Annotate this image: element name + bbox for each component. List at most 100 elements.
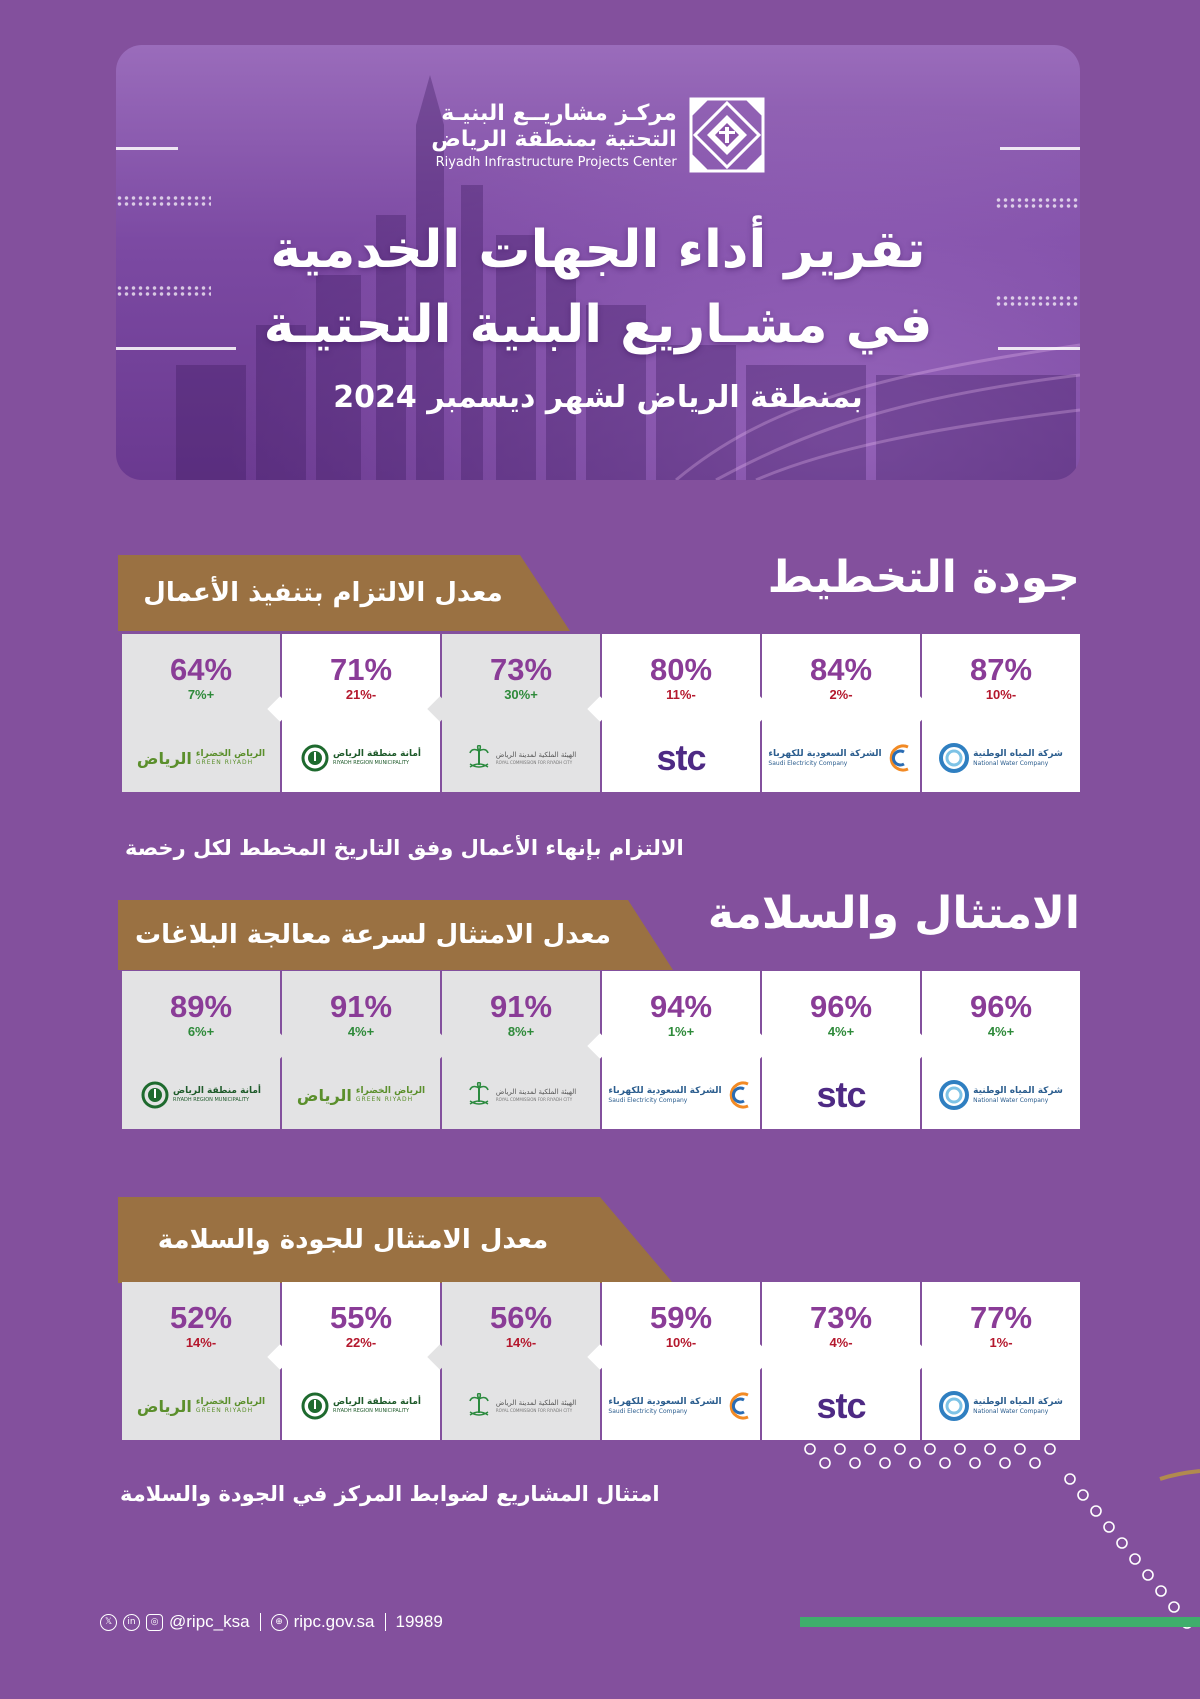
ribbon-commitment: معدل الالتزام بتنفيذ الأعمال	[118, 555, 570, 631]
deco-line	[116, 147, 178, 150]
globe-icon: ⊕	[270, 1613, 288, 1631]
nwc-logo-icon	[939, 1391, 970, 1421]
deco-circle	[1044, 1443, 1056, 1455]
percentage-value: 56%	[489, 1300, 553, 1335]
change-value: +30%	[504, 687, 538, 702]
social-handle[interactable]: @ripc_ksa	[169, 1612, 250, 1631]
change-value: -22%	[345, 1335, 377, 1350]
center-name: مركـز مشاريــع البنيـة التحتية بمنطقة ال…	[431, 101, 676, 170]
entity-card-stc: 73% -4% stc	[762, 1282, 933, 1440]
green-riyadh-text: الرياض الخضراء GREEN RIYADH	[355, 1086, 426, 1103]
deco-circle	[1014, 1443, 1026, 1455]
nwc-logo-text: شركة المياه الوطنية National Water Compan…	[973, 1396, 1063, 1415]
sec-logo-icon	[729, 1392, 749, 1420]
website-link[interactable]: ripc.gov.sa	[293, 1612, 375, 1631]
deco-dots	[995, 197, 1080, 209]
entity-logo: stc	[762, 1074, 920, 1115]
entity-logo: أمانة منطقة الرياض RIYADH REGION MUNICIPA…	[282, 1386, 440, 1426]
divider	[259, 1613, 261, 1631]
entity-card-nwc: 96% +4% شركة المياه الوطنية National Water …	[922, 971, 1080, 1129]
deco-circle	[924, 1443, 936, 1455]
stc-logo: stc	[656, 737, 706, 778]
amana-emblem-icon	[301, 744, 329, 772]
deco-circle	[894, 1443, 906, 1455]
entity-logo: الشركة السعودية للكهرباء Saudi Electricit…	[602, 1075, 760, 1115]
entity-card-sec: 59% -10% الشركة السعودية للكهرباء Saudi Ele…	[602, 1282, 773, 1440]
green-riyadh-text: الرياض الخضراء GREEN RIYADH	[195, 749, 266, 766]
deco-circle	[1155, 1585, 1167, 1597]
percentage-value: 77%	[969, 1300, 1033, 1335]
deco-line	[1000, 147, 1080, 150]
green-riyadh-mark: الرياض	[136, 748, 192, 768]
change-value: -11%	[666, 687, 696, 702]
change-value: -2%	[829, 687, 853, 702]
rcrc-logo-text: الهيئة الملكية لمدينة الرياض ROYAL COMMIS…	[495, 1087, 577, 1102]
cards-row: 96% +4% شركة المياه الوطنية National Water …	[118, 971, 1080, 1129]
amana-emblem-icon	[141, 1081, 169, 1109]
footer: 𝕏 in ◎ @ripc_ksa ⊕ ripc.gov.sa 19989	[100, 1612, 443, 1632]
divider	[384, 1613, 386, 1631]
deco-circle	[1064, 1473, 1076, 1485]
center-logo: مركـز مشاريــع البنيـة التحتية بمنطقة ال…	[116, 97, 1080, 173]
nwc-logo-icon	[939, 1080, 970, 1110]
entity-logo: الرياض الخضراء GREEN RIYADH الرياض	[122, 1386, 280, 1426]
instagram-icon[interactable]: ◎	[146, 1613, 163, 1631]
deco-line	[116, 347, 236, 350]
entity-logo: الهيئة الملكية لمدينة الرياض ROYAL COMMIS…	[442, 1386, 600, 1426]
deco-circle	[1116, 1537, 1128, 1549]
percentage-value: 59%	[649, 1300, 713, 1335]
percentage-value: 52%	[169, 1300, 233, 1335]
entity-card-sec: 84% -2% الشركة السعودية للكهرباء Saudi Elec…	[762, 634, 933, 792]
entity-logo: stc	[762, 1385, 920, 1426]
change-value: +8%	[507, 1024, 535, 1039]
green-riyadh-mark: الرياض	[136, 1396, 192, 1416]
phone-number[interactable]: 19989	[395, 1612, 443, 1631]
section-title-compliance: الامتثال والسلامة	[707, 888, 1080, 939]
section-note: امتثال المشاريع لضوابط المركز في الجودة …	[120, 1482, 660, 1506]
change-value: -4%	[829, 1335, 853, 1350]
entity-card-amana: 71% -21% أمانة منطقة الرياض RIYADH REGION M…	[282, 634, 453, 792]
linkedin-icon[interactable]: in	[123, 1613, 140, 1631]
green-riyadh-text: الرياض الخضراء GREEN RIYADH	[195, 1397, 266, 1414]
ribbon-label: معدل الامتثال لسرعة معالجة البلاغات	[135, 920, 611, 950]
change-value: -1%	[989, 1335, 1013, 1350]
deco-circle	[984, 1443, 996, 1455]
center-name-ar-1: مركـز مشاريــع البنيـة	[441, 100, 677, 126]
entity-card-green: 91% +4% الرياض الخضراء GREEN RIYADH الرياض	[282, 971, 453, 1129]
report-title-line-2: في مشـاريع البنية التحتيـة	[263, 295, 933, 355]
percentage-value: 80%	[649, 652, 713, 687]
palm-swords-icon	[469, 745, 489, 768]
deco-circle	[1090, 1505, 1102, 1517]
center-name-en: Riyadh Infrastructure Projects Center	[435, 154, 677, 170]
percentage-value: 73%	[489, 652, 553, 687]
percentage-value: 84%	[809, 652, 873, 687]
change-value: +4%	[347, 1024, 375, 1039]
entity-card-stc: 96% +4% stc	[762, 971, 933, 1129]
x-icon[interactable]: 𝕏	[100, 1613, 117, 1631]
entity-card-rcrc: 73% +30% الهيئة الملكية لمدينة الرياض ROYAL…	[442, 634, 613, 792]
entity-logo: أمانة منطقة الرياض RIYADH REGION MUNICIPA…	[122, 1075, 280, 1115]
nwc-logo-text: شركة المياه الوطنية National Water Compan…	[973, 748, 1063, 767]
entity-card-rcrc: 91% +8% الهيئة الملكية لمدينة الرياض ROYAL …	[442, 971, 613, 1129]
deco-line	[998, 347, 1080, 350]
deco-dots	[995, 295, 1080, 307]
sec-logo-icon	[889, 744, 909, 772]
entity-logo: الرياض الخضراء GREEN RIYADH الرياض	[282, 1075, 440, 1115]
center-name-ar-2: التحتية بمنطقة الرياض	[431, 126, 677, 152]
percentage-value: 87%	[969, 652, 1033, 687]
amana-emblem-icon	[301, 1392, 329, 1420]
entity-card-amana: 89% +6% أمانة منطقة الرياض RIYADH REGION MU…	[122, 971, 293, 1129]
green-riyadh-mark: الرياض	[296, 1085, 352, 1105]
entity-card-amana: 55% -22% أمانة منطقة الرياض RIYADH REGION M…	[282, 1282, 453, 1440]
entity-logo: الهيئة الملكية لمدينة الرياض ROYAL COMMIS…	[442, 1075, 600, 1115]
deco-circle	[879, 1457, 891, 1469]
entity-logo: أمانة منطقة الرياض RIYADH REGION MUNICIPA…	[282, 738, 440, 778]
entity-logo: الشركة السعودية للكهرباء Saudi Electricit…	[762, 738, 920, 778]
deco-pattern	[800, 1443, 1200, 1629]
stc-logo: stc	[816, 1074, 866, 1115]
entity-logo: الرياض الخضراء GREEN RIYADH الرياض	[122, 738, 280, 778]
deco-circle	[1142, 1569, 1154, 1581]
ribbon-label: معدل الالتزام بتنفيذ الأعمال	[143, 578, 503, 608]
section-title-planning: جودة التخطيط	[767, 552, 1080, 603]
percentage-value: 96%	[969, 989, 1033, 1024]
